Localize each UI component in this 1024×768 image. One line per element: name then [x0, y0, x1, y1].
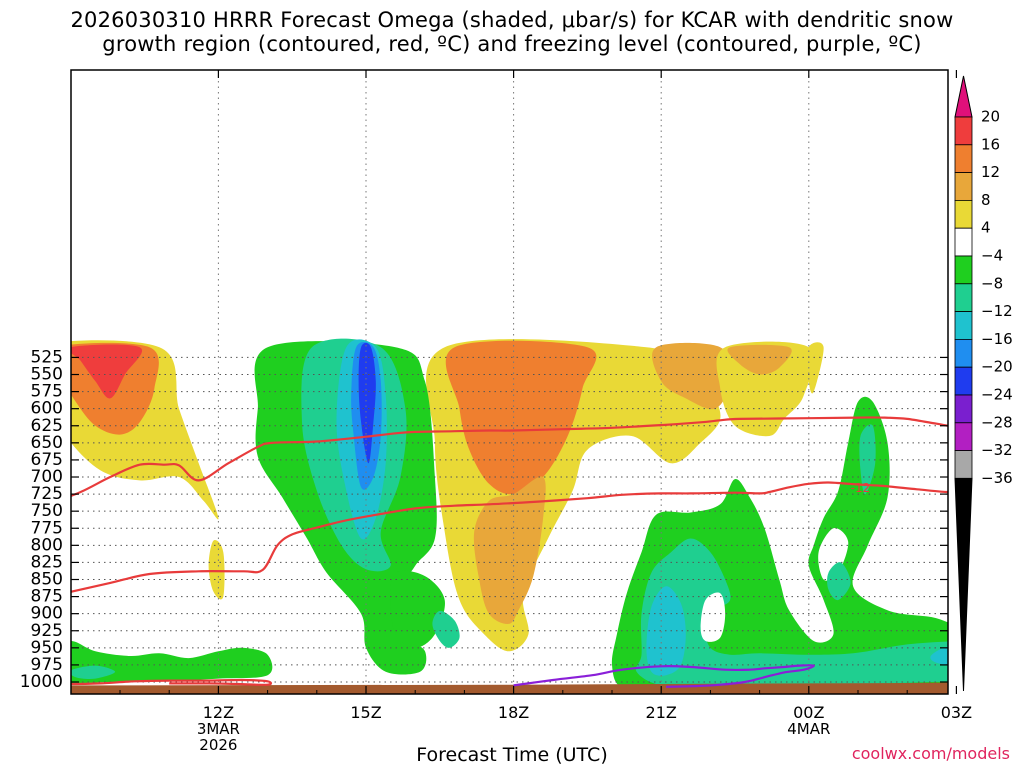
y-tick-label-1000: 1000 — [20, 672, 63, 692]
warm-plume-yellow-5 — [807, 342, 824, 394]
warm-plume-yellow-2 — [208, 540, 225, 600]
y-tick-label-925: 925 — [31, 621, 63, 641]
colorbar-top-arrow — [954, 75, 973, 118]
y-tick-label-750: 750 — [31, 501, 63, 521]
colorbar-bin — [954, 366, 973, 396]
warm-plume-orange-5 — [727, 344, 792, 375]
colorbar-label: −12 — [981, 302, 1013, 320]
colorbar-label: −4 — [981, 247, 1003, 265]
colorbar-label: −8 — [981, 274, 1003, 292]
colorbar-label: −32 — [981, 441, 1013, 459]
warm-plume-yellow-4 — [716, 341, 815, 437]
y-tick-label-975: 975 — [31, 655, 63, 675]
warm-plume-orange-3 — [473, 476, 546, 624]
x-tick-label-24-1: 4MAR — [787, 720, 830, 738]
y-tick-label-900: 900 — [31, 604, 63, 624]
y-tick-label-575: 575 — [31, 382, 63, 402]
colorbar-label: 12 — [981, 163, 1000, 181]
dgz-surface-loop — [71, 678, 273, 686]
y-tick-label-650: 650 — [31, 433, 63, 453]
colorbar-label: −28 — [981, 413, 1013, 431]
colorbar-bin — [954, 394, 973, 424]
colorbar-bin — [954, 450, 973, 479]
colorbar-label: 16 — [981, 135, 1000, 153]
colorbar-label: −36 — [981, 469, 1013, 487]
colorbar-bin — [954, 422, 973, 451]
warm-plume-orange-2 — [445, 340, 597, 495]
colorbar-label: −16 — [981, 330, 1013, 348]
warm-plume-orange-4 — [652, 342, 731, 410]
y-tick-label-775: 775 — [31, 518, 63, 538]
x-tick-label-18-0: 18Z — [498, 703, 529, 722]
omega-cyan-3 — [930, 646, 948, 666]
y-tick-label-600: 600 — [31, 399, 63, 419]
colorbar-bin — [954, 255, 973, 285]
omega-teal-2 — [432, 610, 460, 648]
dgz-lower-minus-18 — [71, 481, 948, 593]
colorbar-label: 20 — [981, 108, 1000, 126]
y-tick-label-950: 950 — [31, 638, 63, 658]
chart-title-line-1: 2026030310 HRRR Forecast Omega (shaded, … — [70, 8, 954, 32]
y-tick-label-725: 725 — [31, 484, 63, 504]
colorbar-bin — [954, 227, 973, 257]
y-tick-label-850: 850 — [31, 570, 63, 590]
y-tick-label-800: 800 — [31, 535, 63, 555]
y-tick-label-525: 525 — [31, 347, 63, 367]
dgz-upper-minus-12 — [71, 416, 948, 498]
omega-shading-layer — [71, 338, 948, 694]
colorbar-bin — [954, 338, 973, 368]
omega-teal-5 — [827, 562, 851, 601]
omega-teal-3 — [71, 665, 116, 679]
colorbar-bin — [954, 144, 973, 174]
omega-green-c — [71, 641, 273, 684]
y-tick-label-825: 825 — [31, 552, 63, 572]
x-tick-label-21-0: 21Z — [646, 703, 677, 722]
white-hole-1 — [700, 592, 726, 642]
freezing-level-1 — [513, 664, 815, 688]
x-tick-label-12-0: 12Z — [203, 703, 234, 722]
x-tick-label-12-2: 2026 — [199, 736, 237, 754]
chart-title-line-2: growth region (contoured, red, ºC) and f… — [102, 32, 922, 56]
colorbar-bin — [954, 172, 973, 201]
y-tick-label-875: 875 — [31, 587, 63, 607]
ground-surface — [71, 682, 948, 694]
y-tick-label-675: 675 — [31, 450, 63, 470]
colorbar-label: 8 — [981, 191, 991, 209]
colorbar-bin — [954, 283, 973, 312]
y-tick-label-625: 625 — [31, 416, 63, 436]
plot-frame — [70, 69, 949, 695]
colorbar-label: −20 — [981, 358, 1013, 376]
x-tick-label-15-0: 15Z — [350, 703, 381, 722]
colorbar-bin — [954, 311, 973, 340]
colorbar-bottom-arrow — [954, 477, 973, 692]
x-axis-label: Forecast Time (UTC) — [416, 744, 608, 766]
source-credit: coolwx.com/models — [851, 744, 1010, 763]
x-tick-label-24-0: 00Z — [793, 703, 824, 722]
pressure-axis: 5255505756006256506757007257507758008258… — [20, 347, 948, 692]
x-tick-label-27-0: 03Z — [941, 703, 972, 722]
colorbar-bin — [954, 199, 973, 229]
omega-blue-1 — [358, 342, 376, 464]
contour-lines-layer: -12 — [71, 416, 948, 688]
contour-label: -12 — [851, 481, 871, 495]
x-tick-label-12-1: 3MAR — [197, 720, 240, 738]
y-tick-label-550: 550 — [31, 365, 63, 385]
colorbar-label: 4 — [981, 219, 991, 237]
omega-colorbar: 20 16 12 8 4 −4 −8 −12 −16 −20 −24 −28 −32 −36 — [954, 75, 1013, 692]
colorbar-label: −24 — [981, 386, 1013, 404]
y-tick-label-700: 700 — [31, 467, 63, 487]
omega-teal-4 — [635, 538, 948, 687]
colorbar-bin — [954, 116, 973, 146]
warm-plume-red-1 — [71, 344, 142, 399]
omega-green-b — [390, 570, 445, 648]
